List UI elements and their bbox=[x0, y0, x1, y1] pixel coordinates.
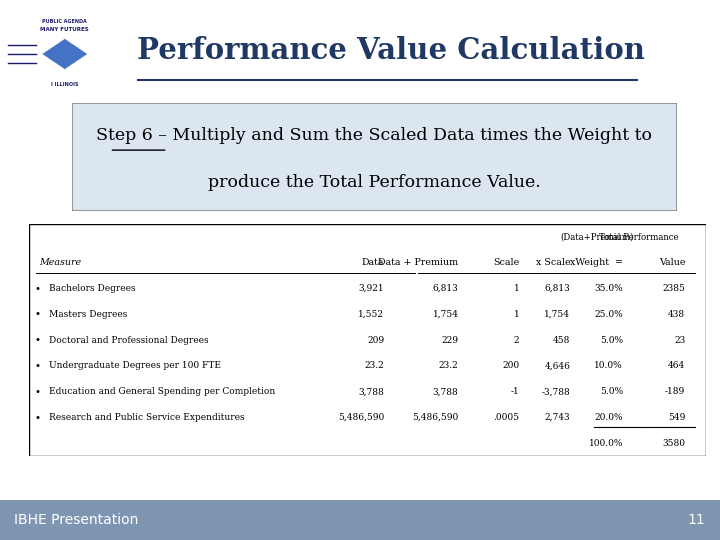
Text: 5.0%: 5.0% bbox=[600, 387, 623, 396]
Text: 464: 464 bbox=[668, 361, 685, 370]
Text: •: • bbox=[35, 335, 40, 345]
Text: 2,743: 2,743 bbox=[544, 413, 570, 422]
Text: Data + Premium: Data + Premium bbox=[379, 258, 459, 267]
Text: 549: 549 bbox=[668, 413, 685, 422]
Text: 1: 1 bbox=[514, 284, 520, 293]
Text: Education and General Spending per Completion: Education and General Spending per Compl… bbox=[49, 387, 275, 396]
Text: Masters Degrees: Masters Degrees bbox=[49, 310, 127, 319]
Text: 23.2: 23.2 bbox=[364, 361, 384, 370]
Text: Bachelors Degrees: Bachelors Degrees bbox=[49, 284, 136, 293]
Text: Doctoral and Professional Degrees: Doctoral and Professional Degrees bbox=[49, 336, 209, 345]
Text: Undergraduate Degrees per 100 FTE: Undergraduate Degrees per 100 FTE bbox=[49, 361, 221, 370]
Text: Step 6 – Multiply and Sum the Scaled Data times the Weight to: Step 6 – Multiply and Sum the Scaled Dat… bbox=[96, 126, 652, 144]
Text: 25.0%: 25.0% bbox=[594, 310, 623, 319]
Text: 3580: 3580 bbox=[662, 439, 685, 448]
Text: Data: Data bbox=[361, 258, 384, 267]
Text: 1: 1 bbox=[514, 310, 520, 319]
Text: 5.0%: 5.0% bbox=[600, 336, 623, 345]
Text: 20.0%: 20.0% bbox=[595, 413, 623, 422]
Text: •: • bbox=[35, 309, 40, 319]
Text: •: • bbox=[35, 361, 40, 371]
Text: 100.0%: 100.0% bbox=[588, 439, 623, 448]
Text: -189: -189 bbox=[665, 387, 685, 396]
Text: Scale: Scale bbox=[493, 258, 520, 267]
FancyBboxPatch shape bbox=[72, 103, 677, 211]
Text: .0005: .0005 bbox=[493, 413, 520, 422]
FancyBboxPatch shape bbox=[0, 500, 720, 540]
Text: 438: 438 bbox=[668, 310, 685, 319]
Text: 1,552: 1,552 bbox=[358, 310, 384, 319]
Text: Measure: Measure bbox=[39, 258, 81, 267]
Text: 5,486,590: 5,486,590 bbox=[413, 413, 459, 422]
Text: I ILLINOIS: I ILLINOIS bbox=[51, 82, 78, 87]
Text: 6,813: 6,813 bbox=[433, 284, 459, 293]
Text: 35.0%: 35.0% bbox=[594, 284, 623, 293]
Text: 23.2: 23.2 bbox=[438, 361, 459, 370]
Text: 11: 11 bbox=[688, 513, 706, 526]
Text: 2: 2 bbox=[514, 336, 520, 345]
Text: MANY FUTURES: MANY FUTURES bbox=[40, 28, 89, 32]
Text: 5,486,590: 5,486,590 bbox=[338, 413, 384, 422]
Text: PUBLIC AGENDA: PUBLIC AGENDA bbox=[42, 19, 87, 24]
Text: 6,813: 6,813 bbox=[544, 284, 570, 293]
Polygon shape bbox=[42, 38, 88, 70]
Text: Performance Value Calculation: Performance Value Calculation bbox=[137, 36, 644, 65]
Text: •: • bbox=[35, 413, 40, 423]
Text: 2385: 2385 bbox=[662, 284, 685, 293]
Text: Research and Public Service Expenditures: Research and Public Service Expenditures bbox=[49, 413, 245, 422]
Text: 458: 458 bbox=[553, 336, 570, 345]
Text: •: • bbox=[35, 284, 40, 294]
Text: 229: 229 bbox=[441, 336, 459, 345]
Text: 209: 209 bbox=[367, 336, 384, 345]
Text: produce the Total Performance Value.: produce the Total Performance Value. bbox=[208, 174, 541, 191]
Text: IBHE Presentation: IBHE Presentation bbox=[14, 513, 139, 526]
Text: •: • bbox=[35, 387, 40, 397]
Text: 23: 23 bbox=[674, 336, 685, 345]
Text: x Scale: x Scale bbox=[536, 258, 570, 267]
FancyBboxPatch shape bbox=[29, 224, 706, 456]
Text: 4,646: 4,646 bbox=[544, 361, 570, 370]
Text: 3,788: 3,788 bbox=[433, 387, 459, 396]
Text: 10.0%: 10.0% bbox=[594, 361, 623, 370]
Text: (Data+Premium): (Data+Premium) bbox=[561, 233, 634, 241]
Text: 1,754: 1,754 bbox=[433, 310, 459, 319]
Text: Value: Value bbox=[659, 258, 685, 267]
Text: 1,754: 1,754 bbox=[544, 310, 570, 319]
Text: 200: 200 bbox=[503, 361, 520, 370]
Text: -1: -1 bbox=[510, 387, 520, 396]
Text: -3,788: -3,788 bbox=[541, 387, 570, 396]
Text: 3,921: 3,921 bbox=[359, 284, 384, 293]
Text: Total Performance: Total Performance bbox=[599, 233, 678, 241]
Text: 3,788: 3,788 bbox=[359, 387, 384, 396]
Text: xWeight  =: xWeight = bbox=[570, 258, 623, 267]
